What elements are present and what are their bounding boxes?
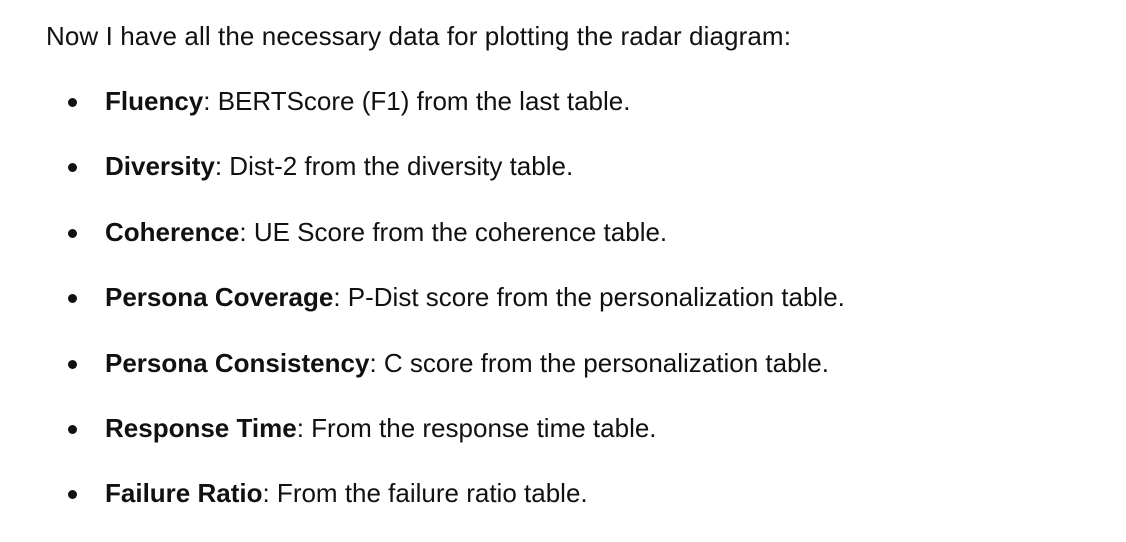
intro-text: Now I have all the necessary data for pl… (46, 21, 792, 51)
chat-message: Now I have all the necessary data for pl… (46, 19, 1106, 508)
list-item-persona-coverage: Persona Coverage: P-Dist score from the … (46, 280, 845, 345)
metric-term: Coherence (105, 216, 240, 247)
bullet-icon (68, 98, 77, 107)
metric-term: Response Time (105, 412, 297, 443)
metric-term: Persona Consistency (105, 347, 370, 378)
bullet-icon (68, 294, 77, 304)
bullet-icon (68, 359, 77, 369)
list-item-response-time: Response Time: From the response time ta… (46, 411, 845, 476)
metric-list: Fluency: BERTScore (F1) from the last ta… (46, 84, 845, 542)
list-item-diversity: Diversity: Dist-2 from the diversity tab… (46, 149, 845, 214)
metric-term: Persona Coverage (105, 282, 334, 313)
bullet-icon (68, 490, 77, 500)
list-item-failure-ratio: Failure Ratio: From the failure ratio ta… (46, 476, 845, 541)
metric-description: : UE Score from the coherence table. (239, 216, 668, 247)
metric-term: Failure Ratio (105, 478, 263, 509)
bullet-icon (68, 228, 77, 238)
metric-term: Fluency (105, 86, 204, 116)
bullet-icon (68, 424, 77, 434)
metric-description: : P-Dist score from the personalization … (333, 282, 845, 313)
metric-term: Diversity (105, 151, 215, 182)
list-item-persona-consistency: Persona Consistency: C score from the pe… (46, 346, 845, 411)
list-item-fluency: Fluency: BERTScore (F1) from the last ta… (46, 84, 845, 149)
metric-description: : From the response time table. (296, 412, 657, 443)
bullet-icon (68, 163, 77, 173)
metric-description: : Dist-2 from the diversity table. (214, 151, 574, 182)
metric-description: : BERTScore (F1) from the last table. (203, 86, 631, 116)
metric-description: : C score from the personalization table… (369, 347, 829, 378)
metric-description: : From the failure ratio table. (262, 478, 588, 509)
list-item-coherence: Coherence: UE Score from the coherence t… (46, 215, 845, 280)
